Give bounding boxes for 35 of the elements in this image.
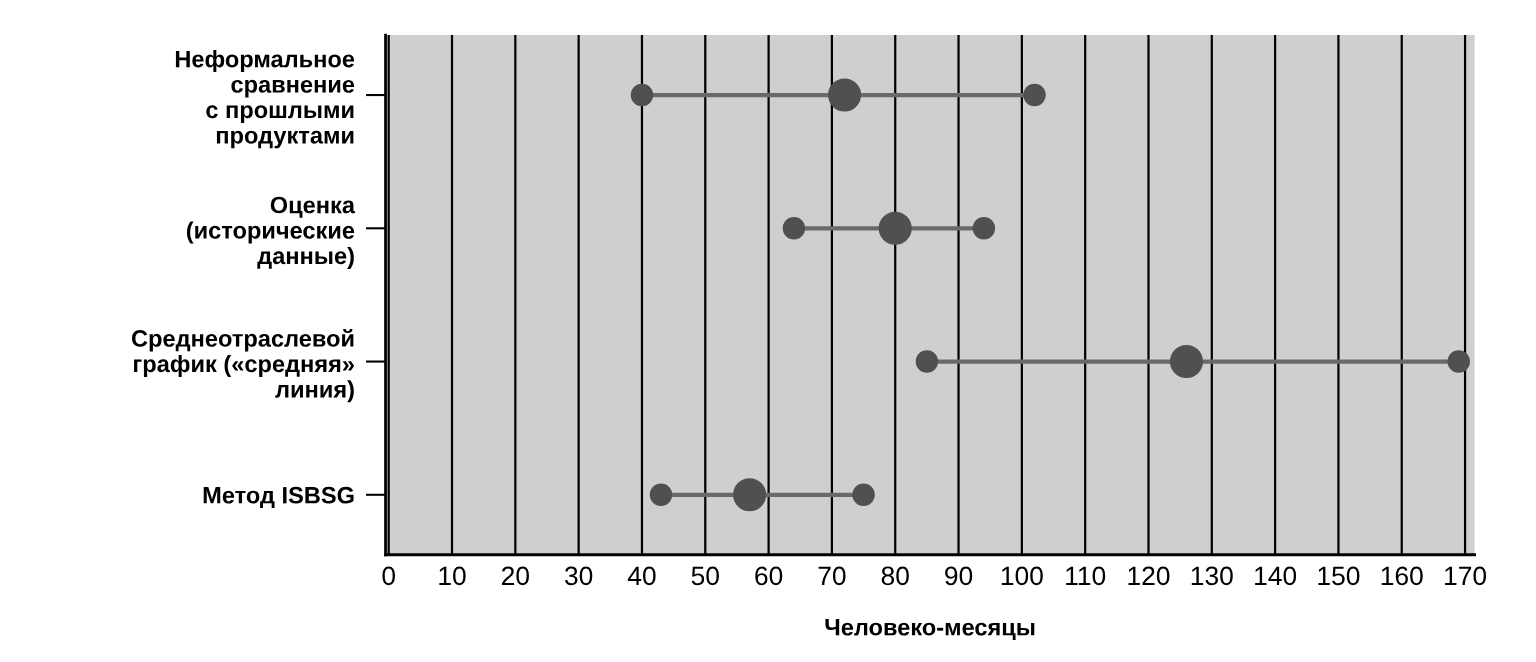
y-tick-label: Оценка (исторические данные): [186, 196, 356, 269]
point: [1447, 350, 1470, 373]
y-tick-label: Метод ISBSG: [203, 486, 354, 509]
point: [782, 217, 806, 240]
x-tick-label: 120: [1128, 566, 1170, 586]
x-tick-label: 40: [627, 566, 656, 586]
point: [649, 483, 673, 507]
x-tick-label: 90: [945, 566, 973, 586]
point: [733, 478, 767, 512]
x-tick-label: 60: [755, 566, 783, 586]
x-tick-label: 100: [1001, 566, 1043, 586]
x-tick-label: 50: [691, 566, 719, 586]
point: [1169, 345, 1204, 379]
y-tick-label: Неформальное сравнение с прошлыми продуктами: [175, 50, 355, 149]
point: [915, 350, 939, 373]
point: [972, 217, 996, 240]
x-tick-label: 20: [501, 566, 529, 586]
x-tick-label: 160: [1381, 566, 1423, 586]
point: [878, 211, 912, 245]
x-tick-label: 30: [564, 566, 593, 586]
x-tick-label: 140: [1255, 566, 1297, 586]
point: [852, 483, 875, 507]
point: [828, 78, 862, 112]
x-tick-label: 130: [1191, 566, 1233, 586]
x-tick-label: 170: [1445, 566, 1487, 586]
x-axis-title: Человеко-месяцы: [825, 619, 1035, 641]
x-tick-label: 0: [382, 566, 396, 586]
x-tick-label: 10: [439, 566, 466, 586]
x-tick-label: 150: [1318, 566, 1360, 586]
point: [1023, 83, 1046, 107]
x-tick-label: 110: [1066, 566, 1106, 586]
x-tick-label: 80: [881, 566, 909, 586]
y-tick-label: Среднеотраслевой график («средняя» линия): [131, 329, 354, 403]
point: [630, 83, 654, 107]
x-tick-label: 70: [818, 566, 846, 586]
